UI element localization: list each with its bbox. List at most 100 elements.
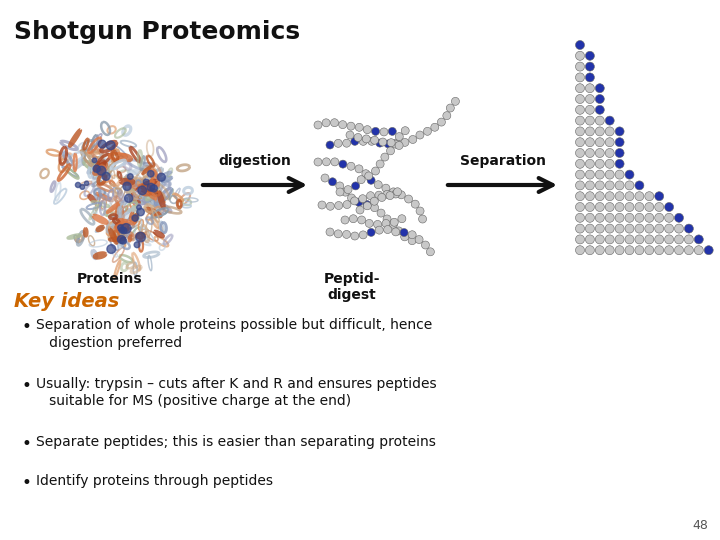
Circle shape [122, 224, 131, 233]
Circle shape [606, 170, 614, 179]
Circle shape [625, 181, 634, 190]
Circle shape [134, 242, 140, 248]
Circle shape [615, 181, 624, 190]
Circle shape [93, 165, 100, 172]
Circle shape [377, 209, 385, 217]
Circle shape [575, 224, 585, 233]
Circle shape [387, 147, 395, 155]
Circle shape [138, 186, 147, 195]
Circle shape [96, 166, 106, 175]
Circle shape [421, 241, 429, 249]
Circle shape [585, 213, 595, 222]
Circle shape [314, 158, 322, 166]
Circle shape [367, 228, 375, 237]
Circle shape [359, 195, 366, 202]
Circle shape [575, 40, 585, 50]
Circle shape [431, 123, 438, 131]
Circle shape [451, 97, 459, 105]
Text: 48: 48 [692, 519, 708, 532]
Circle shape [595, 94, 604, 104]
Circle shape [341, 216, 349, 224]
Circle shape [120, 238, 127, 244]
Circle shape [371, 136, 379, 144]
Text: Proteins: Proteins [77, 272, 143, 286]
Circle shape [150, 185, 158, 192]
Circle shape [76, 183, 81, 187]
Circle shape [575, 116, 585, 125]
Circle shape [390, 220, 397, 228]
Circle shape [625, 202, 634, 212]
Circle shape [326, 202, 334, 210]
Text: Identify proteins through peptides: Identify proteins through peptides [36, 475, 273, 488]
Circle shape [595, 159, 604, 168]
Circle shape [378, 193, 386, 201]
Circle shape [343, 231, 351, 239]
Circle shape [685, 246, 693, 255]
Circle shape [376, 139, 384, 147]
Text: •: • [22, 318, 32, 336]
Circle shape [408, 237, 416, 245]
Circle shape [392, 190, 400, 198]
Circle shape [357, 176, 365, 184]
Circle shape [354, 133, 362, 141]
Circle shape [575, 51, 585, 60]
Circle shape [585, 73, 595, 82]
Circle shape [615, 213, 624, 222]
Circle shape [380, 128, 388, 136]
Circle shape [654, 235, 664, 244]
Text: digestion: digestion [219, 154, 292, 168]
Circle shape [585, 116, 595, 125]
Circle shape [117, 225, 124, 231]
Circle shape [575, 235, 585, 244]
Circle shape [314, 121, 322, 129]
Circle shape [635, 202, 644, 212]
Circle shape [107, 245, 116, 253]
Circle shape [121, 227, 127, 234]
Circle shape [446, 104, 454, 112]
Circle shape [400, 228, 408, 237]
Circle shape [355, 198, 363, 206]
Circle shape [625, 235, 634, 244]
Circle shape [362, 135, 370, 143]
Text: Key ideas: Key ideas [14, 292, 120, 311]
Circle shape [365, 219, 373, 227]
Circle shape [615, 224, 624, 233]
Circle shape [336, 182, 344, 190]
Circle shape [675, 224, 683, 233]
Circle shape [401, 127, 409, 134]
Circle shape [359, 137, 367, 145]
Circle shape [347, 122, 355, 130]
Circle shape [371, 204, 379, 212]
Circle shape [595, 213, 604, 222]
Circle shape [321, 174, 329, 182]
Circle shape [363, 200, 371, 208]
Circle shape [606, 127, 614, 136]
Circle shape [645, 213, 654, 222]
Circle shape [84, 181, 89, 186]
Circle shape [343, 139, 351, 147]
Circle shape [405, 195, 413, 203]
Circle shape [382, 219, 390, 227]
Circle shape [615, 192, 624, 201]
Circle shape [595, 224, 604, 233]
Circle shape [346, 131, 354, 139]
Circle shape [415, 235, 423, 244]
Text: Separation of whole proteins possible but difficult, hence
   digestion preferre: Separation of whole proteins possible bu… [36, 318, 432, 350]
Circle shape [409, 136, 417, 144]
Circle shape [685, 235, 693, 244]
Circle shape [326, 141, 334, 149]
Circle shape [423, 127, 431, 136]
Circle shape [351, 232, 359, 240]
Circle shape [685, 224, 693, 233]
Circle shape [394, 188, 402, 196]
Circle shape [338, 120, 347, 129]
Circle shape [376, 160, 384, 168]
Circle shape [386, 192, 394, 200]
Circle shape [625, 192, 634, 201]
Circle shape [625, 170, 634, 179]
Circle shape [330, 119, 338, 127]
Circle shape [585, 105, 595, 114]
Circle shape [615, 246, 624, 255]
Circle shape [585, 51, 595, 60]
Circle shape [330, 158, 339, 166]
